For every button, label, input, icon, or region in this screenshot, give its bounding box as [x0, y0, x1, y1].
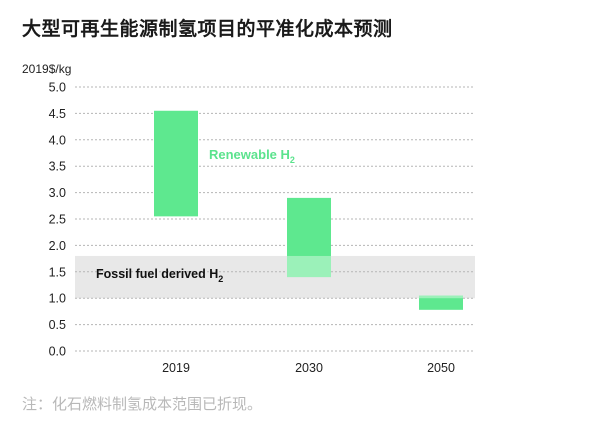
x-tick-label: 2030 [295, 361, 323, 375]
overlap-region-2030 [287, 255, 331, 278]
y-axis-unit: 2019$/kg [22, 62, 72, 76]
renewable-label-subscript: 2 [290, 155, 295, 165]
renewable-bar-2050 [419, 295, 463, 310]
fossil-label-subscript: 2 [218, 274, 223, 284]
y-tick-label: 2.0 [49, 239, 66, 253]
y-tick-label: 1.5 [49, 265, 66, 279]
y-tick-label: 5.0 [49, 81, 66, 95]
renewable-bar-2030 [287, 197, 331, 278]
y-tick-label: 2.5 [49, 213, 66, 227]
fossil-label: Fossil fuel derived H2 [96, 267, 223, 284]
y-tick-label: 0.5 [49, 318, 66, 332]
grid-layer [75, 86, 475, 352]
y-tick-label: 4.0 [49, 133, 66, 147]
overlap-layer [287, 255, 463, 299]
y-tick-label: 3.5 [49, 160, 66, 174]
chart-title: 大型可再生能源制氢项目的平准化成本预测 [22, 18, 393, 40]
y-tick-label: 1.0 [49, 292, 66, 306]
renewable-bar-2019 [154, 110, 198, 217]
fossil-band-layer [75, 255, 475, 299]
y-tick-label: 3.0 [49, 186, 66, 200]
x-tick-label: 2019 [162, 361, 190, 375]
renewable-label: Renewable H2 [209, 147, 295, 165]
fossil-band [75, 255, 475, 299]
x-tick-label: 2050 [427, 361, 455, 375]
label-layer: 0.0 0.5 1.0 1.5 2.0 2.5 3.0 3.5 4.0 4.5 5.0 2019 203… [49, 81, 455, 376]
y-tick-label: 4.5 [49, 107, 66, 121]
footnote: 注：化石燃料制氢成本范围已折现。 [22, 395, 263, 413]
overlap-region-2050 [419, 295, 463, 299]
bar-layer [154, 110, 463, 310]
y-tick-label: 0.0 [49, 345, 66, 359]
